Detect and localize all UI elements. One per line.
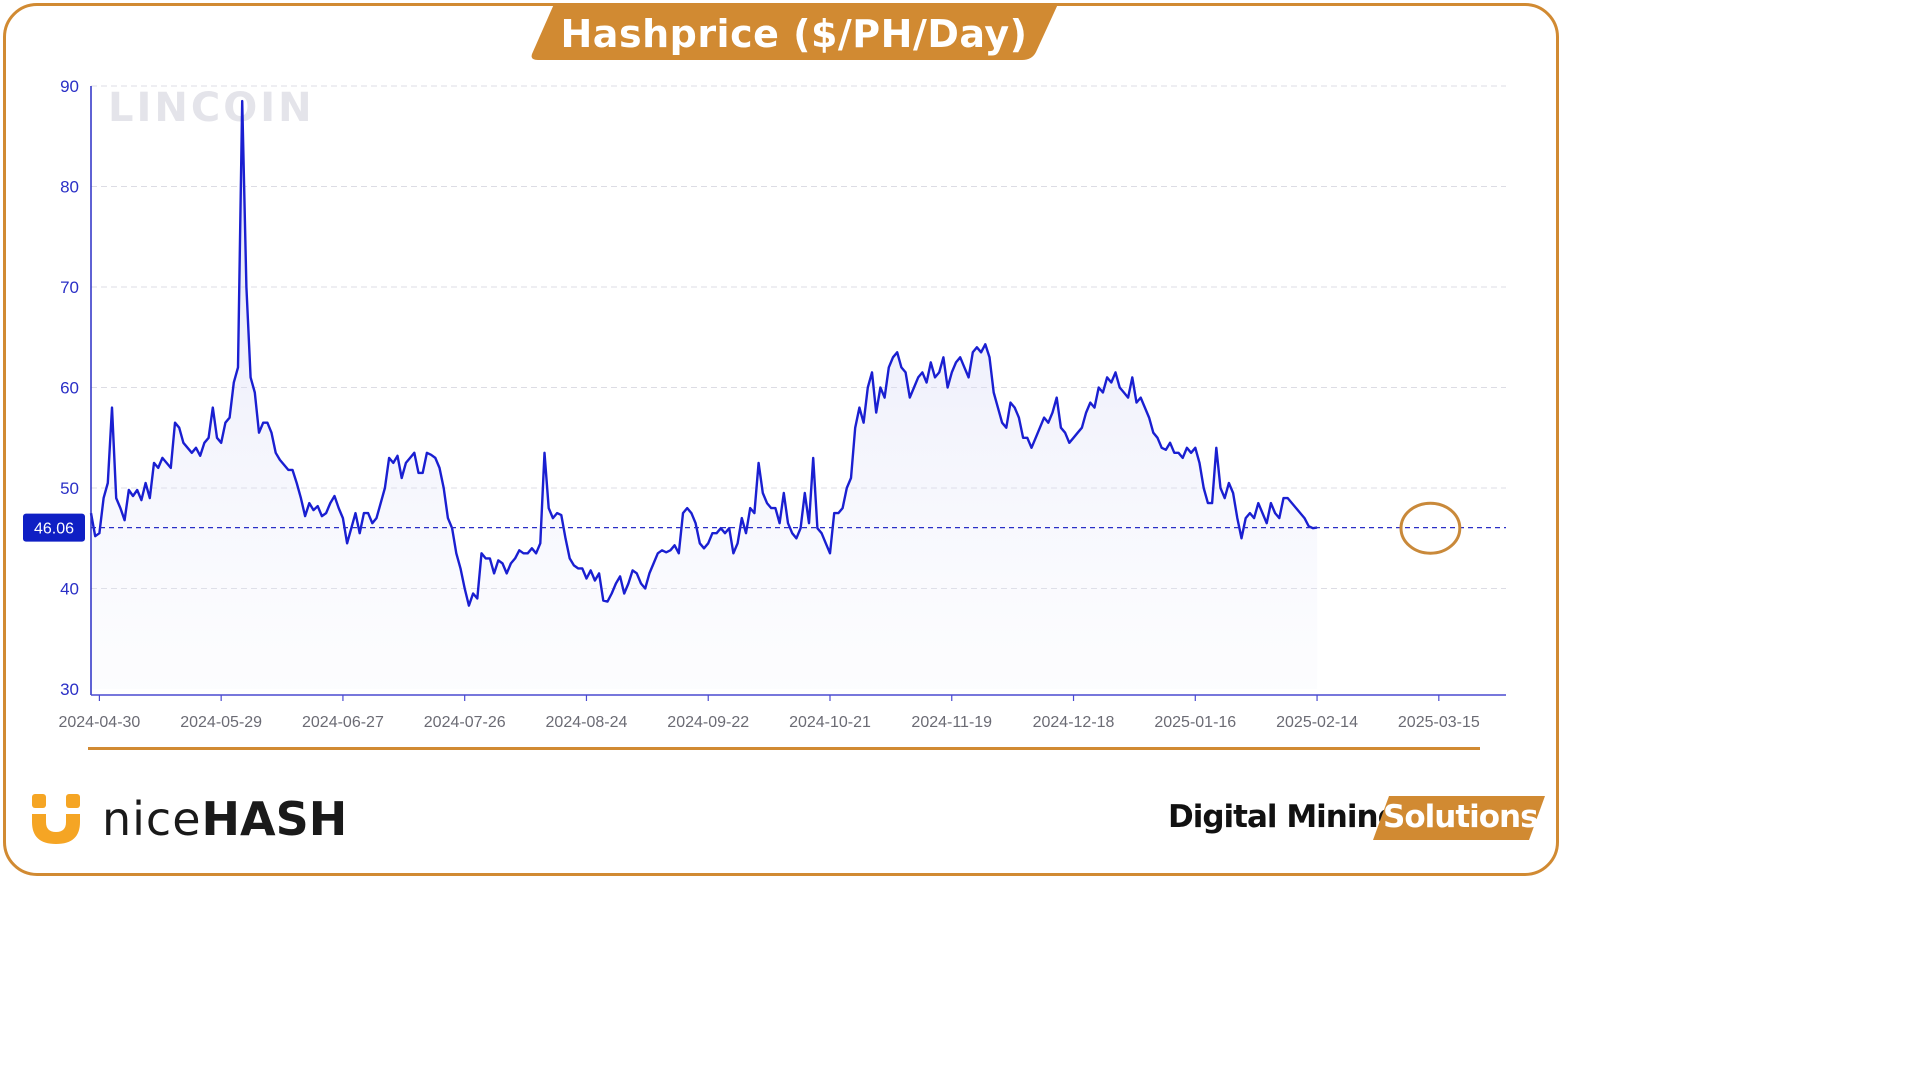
- x-axis-labels: 2024-04-30 2024-05-29 2024-06-27 2024-07-26…: [58, 695, 1480, 731]
- x-tick-label: 2024-07-26: [424, 714, 506, 731]
- title-tab: Hashprice ($/PH/Day): [530, 4, 1058, 60]
- current-value-badge-bg: [23, 513, 85, 542]
- x-tick-label: 2024-06-27: [302, 714, 384, 731]
- watermark-text: LINCOIN: [108, 85, 315, 131]
- footer-divider: [88, 747, 1480, 750]
- nicehash-logo: niceHASH: [30, 792, 350, 848]
- title-tab-shape: [531, 4, 1058, 60]
- nicehash-icon: [32, 794, 80, 844]
- x-tick-label: 2025-03-15: [1398, 714, 1480, 731]
- x-tick-label: 2025-02-14: [1276, 714, 1358, 731]
- nicehash-wordmark-prefix: nice: [102, 792, 202, 846]
- x-tick-label: 2024-04-30: [58, 714, 140, 731]
- solutions-text: Solutions: [1383, 799, 1539, 835]
- x-tick-label: 2024-11-19: [911, 714, 992, 731]
- nicehash-wordmark-suffix: HASH: [201, 792, 348, 846]
- axes: [90, 86, 1506, 696]
- nicehash-wordmark: niceHASH: [102, 792, 347, 846]
- y-tick-label: 90: [60, 77, 79, 96]
- series-line: [89, 99, 1318, 607]
- solutions-badge: [1373, 796, 1545, 840]
- x-tick-label: 2024-08-24: [546, 714, 628, 731]
- x-tick-label: 2025-01-16: [1154, 714, 1236, 731]
- hashprice-chart: LINCOIN 30 40 50 60 70 80 90 2024-04-30 2024-05…: [23, 77, 1506, 731]
- y-tick-label: 40: [60, 580, 79, 599]
- area-fill: [91, 101, 1318, 690]
- y-tick-label: 70: [60, 278, 79, 297]
- digital-mining-text: Digital Mining: [1168, 799, 1400, 835]
- x-tick-label: 2024-09-22: [667, 714, 749, 731]
- highlight-circle: [1399, 501, 1462, 555]
- y-tick-label: 30: [60, 680, 79, 699]
- current-value-badge: 46.06: [23, 513, 85, 542]
- y-axis-labels: 30 40 50 60 70 80 90: [60, 77, 79, 699]
- x-tick-label: 2024-05-29: [180, 714, 262, 731]
- chart-title: Hashprice ($/PH/Day): [560, 12, 1028, 56]
- y-tick-label: 80: [60, 178, 79, 197]
- current-value-label: 46.06: [34, 521, 74, 538]
- x-tick-label: 2024-12-18: [1033, 714, 1115, 731]
- digital-mining-solutions-logo: Digital Mining Solutions: [1168, 794, 1548, 842]
- x-tick-label: 2024-10-21: [789, 714, 871, 731]
- y-tick-label: 50: [60, 479, 79, 498]
- y-tick-label: 60: [60, 379, 79, 398]
